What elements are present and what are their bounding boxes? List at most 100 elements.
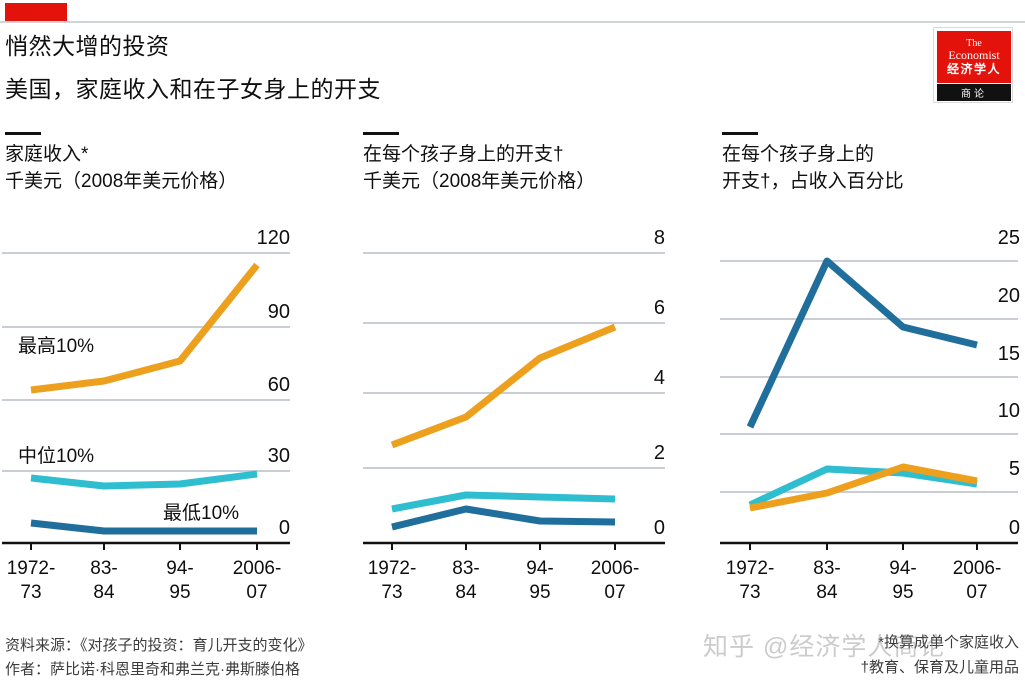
chart-3-plot <box>718 230 1025 550</box>
chart-1-series-top <box>30 262 260 394</box>
chart-1-xtick-0-line1: 1972- <box>6 558 56 579</box>
logo-red-block: The Economist 经济学人 <box>937 31 1011 83</box>
page-title: 悄然大增的投资 <box>5 33 170 59</box>
chart-3-xtick-1-line1: 83- <box>813 558 841 579</box>
chart-3-xtick-0-line2: 73 <box>739 582 761 603</box>
logo-edition-block: 商论 <box>937 84 1011 101</box>
chart-1-series-median <box>30 470 258 490</box>
chart-3-xtick-3: 2006- 07 <box>935 557 1019 605</box>
chart-3-xtick-0-line1: 1972- <box>725 558 775 579</box>
page-subtitle: 美国，家庭收入和在子女身上的开支 <box>5 76 381 102</box>
chart-2-ytick-8: 8 <box>653 227 665 249</box>
chart-2-xtick-2-line1: 94- <box>526 558 554 579</box>
chart-3-svg <box>720 257 1018 550</box>
panel-3-title-line2: 开支†，占收入百分比 <box>722 171 904 192</box>
chart-2-plot <box>360 230 680 550</box>
source-line-2: 作者：萨比诺·科恩里奇和弗兰克·弗斯滕伯格 <box>5 661 300 678</box>
chart-1-xtick-2: 94- 95 <box>138 557 222 605</box>
chart-1-xtick-1-line1: 83- <box>90 558 118 579</box>
chart-1-xtick-0-line2: 73 <box>20 582 42 603</box>
chart-1-label-median10: 中位10% <box>18 446 95 467</box>
chart-1-label-top10: 最高10% <box>18 336 95 357</box>
footnote-asterisk: *换算成单个家庭收入 <box>878 634 1019 651</box>
chart-2-xtick-0-line2: 73 <box>381 582 403 603</box>
chart-2-xtick-0: 1972- 73 <box>350 557 434 605</box>
chart-2-xtick-1-line1: 83- <box>452 558 480 579</box>
panel-household-income: 家庭收入* 千美元（2008年美元价格） <box>5 132 237 195</box>
panel-2-subtitle: 千美元（2008年美元价格） <box>363 171 596 192</box>
chart-1-plot <box>0 230 310 550</box>
chart-2-xtick-1: 83- 84 <box>424 557 508 605</box>
panel-2-rule <box>363 132 399 135</box>
chart-2-xtick-0-line1: 1972- <box>367 558 417 579</box>
panel-3-title-line1: 在每个孩子身上的 <box>722 144 875 165</box>
chart-2-gridlines <box>363 252 665 469</box>
chart-1-ytick-30: 30 <box>267 445 290 467</box>
panel-spending-share-of-income: 在每个孩子身上的 开支†，占收入百分比 <box>722 132 1012 195</box>
chart-1-xtick-2-line2: 95 <box>169 582 191 603</box>
footnotes: *换算成单个家庭收入 †教育、保育及儿童用品 <box>861 630 1019 680</box>
chart-1-ytick-90: 90 <box>267 301 290 323</box>
chart-3-ytick-20: 20 <box>997 285 1020 307</box>
chart-3-xtick-0: 1972- 73 <box>708 557 792 605</box>
chart-1-ytick-0: 0 <box>278 517 290 539</box>
chart-2-ytick-4: 4 <box>653 367 665 389</box>
chart-2-series-lowest <box>391 505 616 531</box>
chart-3-xtick-3-line1: 2006- <box>952 558 1002 579</box>
chart-1-xtick-1: 83- 84 <box>62 557 146 605</box>
chart-3-series-median <box>748 465 978 509</box>
chart-3-series-lowest <box>746 257 978 429</box>
chart-1-ytick-120: 120 <box>256 227 290 249</box>
chart-3-ytick-10: 10 <box>997 400 1020 422</box>
panel-1-title: 家庭收入* <box>5 144 89 165</box>
chart-1-xtick-3-line1: 2006- <box>232 558 282 579</box>
chart-3-ytick-25: 25 <box>997 227 1020 249</box>
chart-1-series-lowest <box>30 519 257 535</box>
chart-1-xtick-3-line2: 07 <box>246 582 268 603</box>
chart-2-svg <box>363 252 665 550</box>
chart-2-ytick-2: 2 <box>653 442 665 464</box>
source-note: 资料来源：《对孩子的投资：育儿开支的变化》 作者：萨比诺·科恩里奇和弗兰克·弗斯… <box>5 634 313 682</box>
chart-2-xtick-3: 2006- 07 <box>573 557 657 605</box>
logo-chinese-name: 经济学人 <box>946 61 1001 76</box>
footnote-dagger: †教育、保育及儿童用品 <box>860 659 1019 676</box>
panel-spending-per-child: 在每个孩子身上的开支† 千美元（2008年美元价格） <box>363 132 595 195</box>
chart-2-ytick-6: 6 <box>653 297 665 319</box>
source-line-1: 资料来源：《对孩子的投资：育儿开支的变化》 <box>5 637 313 654</box>
chart-1-xtick-3: 2006- 07 <box>215 557 299 605</box>
chart-1-xtick-2-line1: 94- <box>166 558 194 579</box>
chart-3-xtick-2-line1: 94- <box>889 558 917 579</box>
chart-3-series-top <box>749 463 978 512</box>
brand-red-tab <box>5 3 67 22</box>
logo-the-text: The <box>966 37 982 49</box>
logo-edition-text: 商论 <box>961 89 987 100</box>
chart-2-xtick-2-line2: 95 <box>529 582 551 603</box>
chart-2-xticks <box>391 543 616 550</box>
panel-1-rule <box>5 132 41 135</box>
chart-1-svg <box>2 252 290 550</box>
chart-2-series-median <box>391 491 616 513</box>
panel-3-rule <box>722 132 758 135</box>
header-divider <box>0 21 1025 23</box>
chart-2-xtick-3-line1: 2006- <box>590 558 640 579</box>
chart-3-ytick-0: 0 <box>1008 517 1020 539</box>
chart-3-ytick-15: 15 <box>997 343 1020 365</box>
economist-logo: The Economist 经济学人 商论 <box>933 27 1013 103</box>
logo-economist-text: Economist <box>948 47 1000 62</box>
chart-2-xtick-1-line2: 84 <box>455 582 477 603</box>
chart-1-xtick-0: 1972- 73 <box>0 557 73 605</box>
chart-1-ytick-60: 60 <box>267 374 290 396</box>
chart-1-xtick-1-line2: 84 <box>93 582 115 603</box>
chart-3-ytick-5: 5 <box>1008 458 1020 480</box>
chart-1-label-lowest10: 最低10% <box>163 503 240 524</box>
chart-3-xtick-2: 94- 95 <box>861 557 945 605</box>
chart-2-ytick-0: 0 <box>653 517 665 539</box>
chart-3-xtick-2-line2: 95 <box>892 582 914 603</box>
chart-3-xtick-1-line2: 84 <box>816 582 838 603</box>
panel-1-subtitle: 千美元（2008年美元价格） <box>5 171 238 192</box>
chart-2-xtick-3-line2: 07 <box>604 582 626 603</box>
chart-1-gridlines <box>2 252 290 472</box>
chart-3-xtick-1: 83- 84 <box>785 557 869 605</box>
chart-3-xtick-3-line2: 07 <box>966 582 988 603</box>
panel-2-title: 在每个孩子身上的开支† <box>363 144 564 165</box>
